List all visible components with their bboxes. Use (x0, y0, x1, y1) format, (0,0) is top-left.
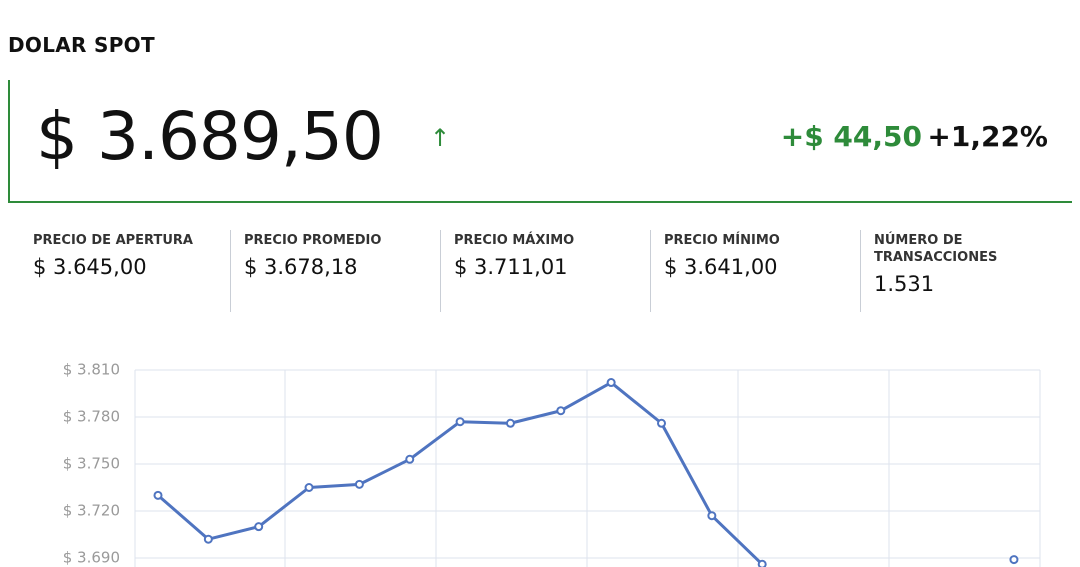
stats: PRECIO DE APERTURA $ 3.645,00 PRECIO PROM… (20, 230, 1070, 312)
vertical-grid (134, 370, 1041, 567)
point (405, 454, 415, 464)
stat: PRECIO MÁXIMO $ 3.711,01 (439, 230, 650, 312)
point (254, 522, 264, 532)
point (707, 511, 717, 521)
stat: PRECIO MÍNIMO $ 3.641,00 (649, 230, 860, 312)
line (157, 381, 764, 566)
stat-value: $ 3.711,01 (453, 255, 568, 279)
price: $ 3.689,50 (36, 98, 384, 175)
stat-value: 1.531 (873, 272, 935, 296)
point (657, 418, 666, 428)
stat: PRECIO PROMEDIO $ 3.678,18 (229, 230, 440, 312)
stat-label: NÚMERO DE TRANSACCIONES (873, 233, 998, 265)
y-tick-label: $ 3.720 (63, 502, 120, 520)
point (153, 490, 163, 500)
title: DOLAR SPOT (8, 33, 155, 57)
y-tick-label: $ 3.750 (63, 455, 120, 473)
point (1009, 555, 1019, 565)
point (606, 378, 616, 388)
stat-value: $ 3.678,18 (243, 255, 358, 279)
point (455, 417, 465, 427)
y-tick-label: $ 3.780 (63, 408, 120, 426)
y-tick-label: $ 3.690 (63, 549, 120, 567)
y-tick-label: $ 3.810 (63, 361, 120, 379)
chart: $ 3.690 $ 3.720 $ 3.750 $ 3.780 $ 3.810 (63, 361, 1041, 567)
change-percent: +1,22% (927, 120, 1048, 153)
stat: PRECIO DE APERTURA $ 3.645,00 (20, 230, 230, 312)
stat-value: $ 3.641,00 (663, 255, 778, 279)
change: +$ 44,50 (780, 120, 922, 153)
stat-label: PRECIO MÍNIMO (663, 233, 780, 248)
stat-label: PRECIO PROMEDIO (243, 233, 382, 248)
point (505, 418, 515, 428)
point (203, 534, 213, 544)
trend-arrow: ↑ (430, 124, 451, 152)
point (757, 559, 767, 567)
price-box: $ 3.689,50 ↑ +$ 44,50 +1,22% (8, 80, 1072, 203)
point (354, 479, 364, 489)
stat-value: $ 3.645,00 (33, 255, 147, 279)
stat: NÚMERO DE TRANSACCIONES 1.531 (859, 230, 1070, 312)
point (556, 406, 566, 416)
stat-label: PRECIO DE APERTURA (33, 233, 193, 248)
point (304, 483, 314, 492)
stat-label: PRECIO MÁXIMO (453, 233, 575, 248)
